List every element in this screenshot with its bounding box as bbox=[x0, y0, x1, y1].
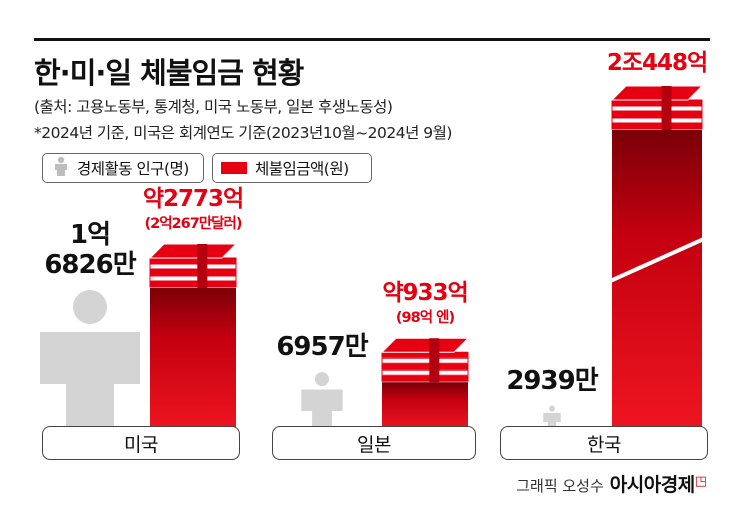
money-stack-layer-1-1 bbox=[381, 357, 469, 364]
money-stack-layer-2-0 bbox=[611, 99, 703, 106]
amount-bar-2 bbox=[612, 130, 702, 430]
money-stack-band-0 bbox=[197, 244, 208, 288]
money-stack-layer-0-0 bbox=[149, 257, 237, 264]
money-stack-layer-1-4 bbox=[381, 375, 469, 382]
money-stack-layer-2-1 bbox=[611, 105, 703, 112]
amount-bar-0 bbox=[150, 288, 236, 430]
person-icon bbox=[51, 156, 71, 180]
money-stack-layer-2-3 bbox=[611, 117, 703, 124]
amount-note-1: (98억 엔) bbox=[395, 310, 455, 327]
money-stack-layer-1-3 bbox=[381, 369, 469, 376]
legend-amount: 체불임금액(원) bbox=[212, 153, 372, 183]
money-stack-layer-2-4 bbox=[611, 123, 703, 130]
legend-amount-swatch bbox=[221, 162, 247, 174]
amount-value-2: 2조448억 bbox=[606, 50, 708, 76]
page-title: 한·미·일 체불임금 현황 bbox=[34, 56, 304, 90]
money-stack-top-2 bbox=[610, 85, 704, 101]
source-line: (출처: 고용노동부, 통계청, 미국 노동부, 일본 후생노동성) bbox=[34, 98, 393, 116]
money-stack-top-1 bbox=[380, 337, 470, 353]
brand-logo: 아시아경제 bbox=[609, 474, 695, 496]
country-label-2: 한국 bbox=[500, 426, 708, 460]
amount-value-0: 약2773억 bbox=[142, 186, 244, 212]
person-head-1 bbox=[314, 372, 330, 387]
note-line: *2024년 기준, 미국은 회계연도 기준(2023년10월~2024년 9월… bbox=[34, 124, 452, 142]
country-label-1: 일본 bbox=[272, 426, 476, 460]
credit: 그래픽 오성수 아시아경제◳ bbox=[516, 470, 707, 497]
money-stack-top-0 bbox=[148, 243, 238, 259]
population-value-1: 6957만 bbox=[276, 332, 368, 363]
person-head-2 bbox=[549, 405, 555, 412]
population-bar-0 bbox=[40, 332, 140, 430]
brand-mark-icon: ◳ bbox=[694, 474, 707, 489]
money-stack-layer-0-1 bbox=[149, 263, 237, 270]
money-stack-layer-1-2 bbox=[381, 363, 469, 370]
population-bar-2 bbox=[543, 412, 561, 430]
legend-population-label: 경제활동 인구(명) bbox=[77, 160, 189, 178]
amount-value-1: 약933억 bbox=[382, 280, 468, 307]
credit-graphic: 그래픽 오성수 bbox=[516, 477, 604, 495]
axis-break-mark bbox=[607, 236, 707, 284]
population-value-2: 2939만 bbox=[506, 365, 598, 396]
money-stack-layer-0-4 bbox=[149, 281, 237, 288]
population-value-0: 1억 6826만 bbox=[44, 220, 136, 280]
amount-bar-1 bbox=[382, 382, 468, 430]
money-stack-layer-0-2 bbox=[149, 269, 237, 276]
population-bar-1 bbox=[301, 389, 343, 430]
amount-note-0: (2억267만달러) bbox=[144, 216, 243, 232]
top-rule bbox=[34, 38, 710, 41]
money-stack-band-1 bbox=[429, 338, 440, 383]
legend-population: 경제활동 인구(명) bbox=[42, 153, 204, 183]
money-stack-layer-2-2 bbox=[611, 111, 703, 118]
country-label-0: 미국 bbox=[42, 426, 240, 460]
person-head-0 bbox=[73, 290, 107, 324]
money-stack-layer-0-3 bbox=[149, 275, 237, 282]
legend-amount-label: 체불임금액(원) bbox=[255, 160, 349, 178]
money-stack-band-2 bbox=[661, 86, 672, 130]
money-stack-layer-1-0 bbox=[381, 351, 469, 358]
